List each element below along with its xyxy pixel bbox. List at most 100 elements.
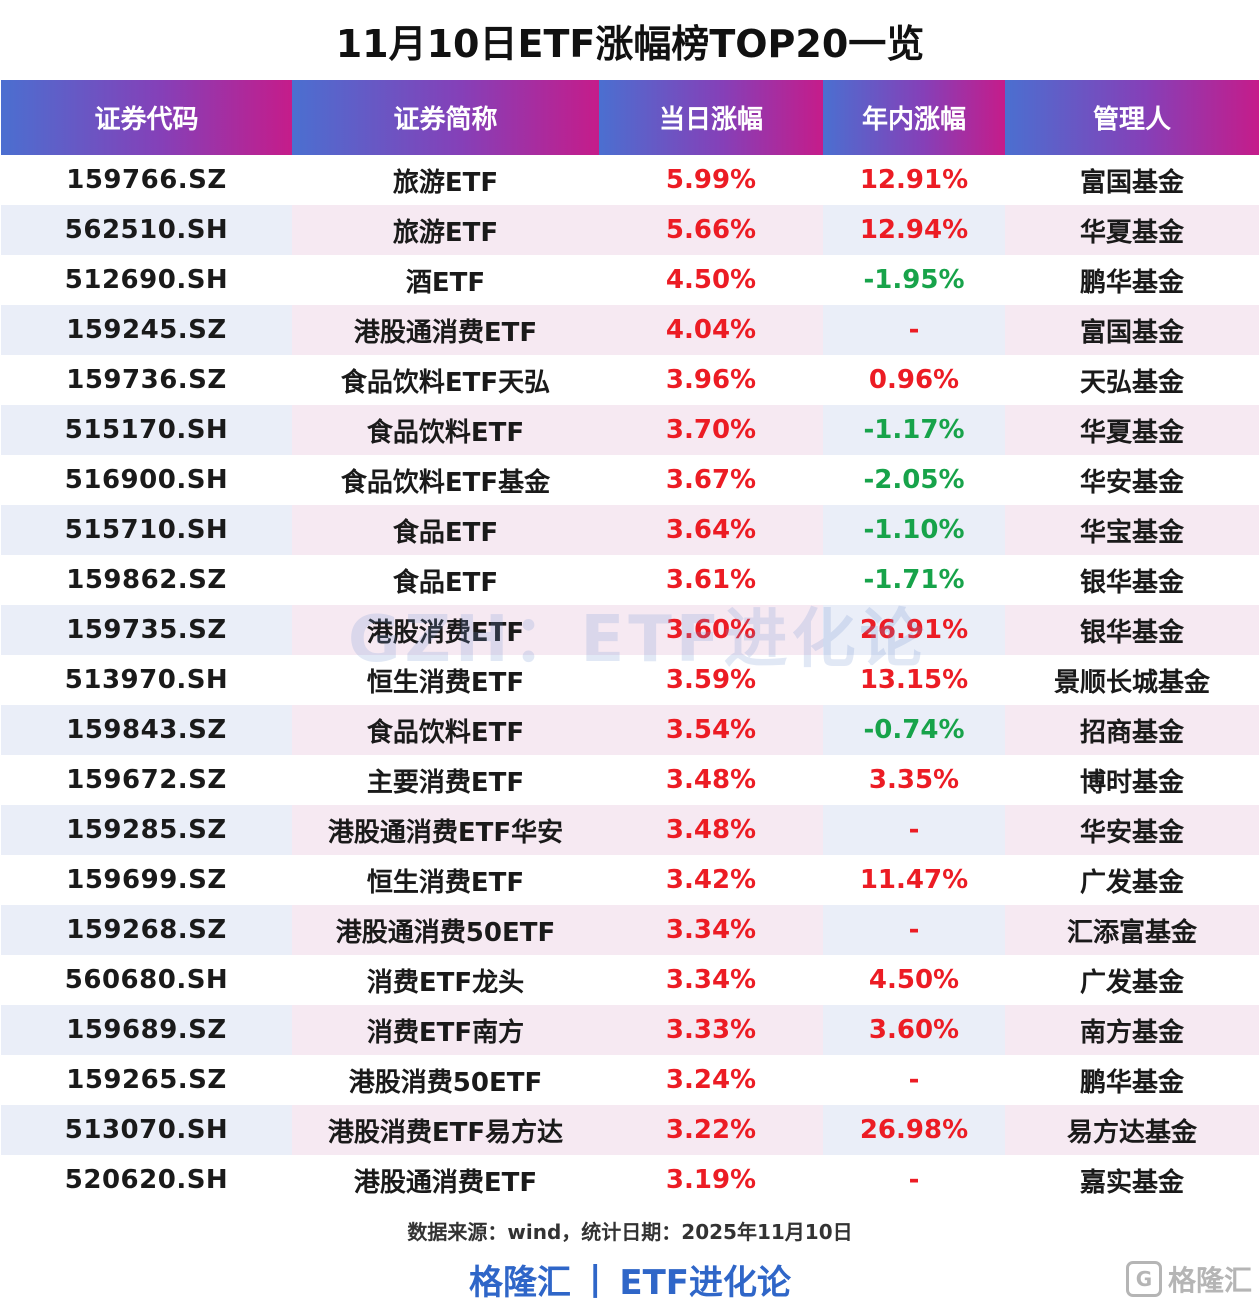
table-row: 159735.SZ 港股消费ETF 3.60% 26.91% 银华基金 <box>1 605 1259 655</box>
cell-manager: 富国基金 <box>1005 305 1259 355</box>
gelonghui-logo: G 格隆汇 <box>1125 1258 1252 1300</box>
cell-manager: 嘉实基金 <box>1079 1167 1184 1198</box>
cell-day-change: 3.19% <box>665 1165 757 1195</box>
cell-ytd-change: 13.15% <box>859 665 969 695</box>
cell-code: 515710.SH <box>1 505 292 555</box>
cell-day-change: 3.34% <box>665 965 757 995</box>
cell-name: 港股通消费ETF华安 <box>292 805 599 855</box>
cell-name: 港股通消费50ETF <box>292 905 599 955</box>
cell-name: 食品ETF <box>292 505 599 555</box>
cell-name: 主要消费ETF <box>366 767 525 798</box>
cell-manager: 鹏华基金 <box>1079 1067 1184 1098</box>
table-row: 562510.SH 旅游ETF 5.66% 12.94% 华夏基金 <box>1 205 1259 255</box>
cell-ytd-change: -0.74% <box>823 705 1005 755</box>
cell-day-change: 4.04% <box>599 305 823 355</box>
cell-ytd-change: -2.05% <box>863 465 965 495</box>
cell-ytd-change: 26.98% <box>823 1105 1005 1155</box>
page-title: 11月10日ETF涨幅榜TOP20一览 <box>335 21 925 66</box>
etf-ranking-table: 证券代码 证券简称 当日涨幅 年内涨幅 管理人 159766.SZ 旅游ETF 5.… <box>1 80 1259 1205</box>
cell-day-change: 3.61% <box>665 565 757 595</box>
table-row: 159245.SZ 港股通消费ETF 4.04% - 富国基金 <box>1 305 1259 355</box>
cell-code: 159689.SZ <box>1 1005 292 1055</box>
table-row: 159766.SZ 旅游ETF 5.99% 12.91% 富国基金 <box>1 155 1259 205</box>
cell-code: 159736.SZ <box>66 365 227 395</box>
cell-manager: 银华基金 <box>1005 605 1259 655</box>
cell-name: 恒生消费ETF <box>366 667 525 698</box>
cell-day-change: 3.33% <box>599 1005 823 1055</box>
table-row: 515170.SH 食品饮料ETF 3.70% -1.17% 华夏基金 <box>1 405 1259 455</box>
cell-name: 消费ETF南方 <box>292 1005 599 1055</box>
cell-code: 159862.SZ <box>66 565 227 595</box>
cell-ytd-change: - <box>823 805 1005 855</box>
cell-ytd-change: 3.35% <box>868 765 960 795</box>
brand-right: ETF进化论 <box>619 1262 792 1303</box>
cell-manager: 招商基金 <box>1005 705 1259 755</box>
header-name: 证券简称 <box>292 80 599 155</box>
cell-name: 旅游ETF <box>392 167 499 198</box>
logo-text: 格隆汇 <box>1167 1264 1252 1297</box>
table-row: 159736.SZ 食品饮料ETF天弘 3.96% 0.96% 天弘基金 <box>1 355 1259 405</box>
table-row: 159268.SZ 港股通消费50ETF 3.34% - 汇添富基金 <box>1 905 1259 955</box>
cell-day-change: 5.99% <box>665 165 757 195</box>
table-row: 560680.SH 消费ETF龙头 3.34% 4.50% 广发基金 <box>1 955 1259 1005</box>
table-row: 159862.SZ 食品ETF 3.61% -1.71% 银华基金 <box>1 555 1259 605</box>
table-row: 159672.SZ 主要消费ETF 3.48% 3.35% 博时基金 <box>1 755 1259 805</box>
table-header-row: 证券代码 证券简称 当日涨幅 年内涨幅 管理人 <box>1 80 1259 155</box>
cell-name: 食品饮料ETF天弘 <box>340 367 551 398</box>
cell-day-change: 3.22% <box>599 1105 823 1155</box>
cell-ytd-change: 12.91% <box>859 165 969 195</box>
cell-ytd-change: -1.95% <box>863 265 965 295</box>
cell-ytd-change: 26.91% <box>823 605 1005 655</box>
brand-left: 格隆汇 <box>468 1262 571 1303</box>
cell-code: 562510.SH <box>1 205 292 255</box>
cell-manager: 华安基金 <box>1005 805 1259 855</box>
cell-manager: 富国基金 <box>1079 167 1184 198</box>
cell-manager: 广发基金 <box>1079 867 1184 898</box>
cell-name: 港股通消费ETF <box>353 1167 538 1198</box>
cell-manager: 易方达基金 <box>1005 1105 1259 1155</box>
cell-name: 消费ETF龙头 <box>366 967 525 998</box>
cell-day-change: 4.50% <box>665 265 757 295</box>
cell-day-change: 5.66% <box>599 205 823 255</box>
cell-manager: 南方基金 <box>1005 1005 1259 1055</box>
cell-day-change: 3.96% <box>665 365 757 395</box>
cell-code: 159766.SZ <box>66 165 227 195</box>
cell-ytd-change: - <box>823 905 1005 955</box>
cell-name: 食品饮料ETF <box>292 405 599 455</box>
cell-day-change: 3.42% <box>665 865 757 895</box>
cell-day-change: 3.59% <box>665 665 757 695</box>
cell-code: 159735.SZ <box>1 605 292 655</box>
header-manager: 管理人 <box>1005 80 1259 155</box>
table-row: 520620.SH 港股通消费ETF 3.19% - 嘉实基金 <box>1 1155 1259 1205</box>
cell-day-change: 3.34% <box>599 905 823 955</box>
cell-code: 515170.SH <box>1 405 292 455</box>
cell-ytd-change: -1.71% <box>863 565 965 595</box>
cell-name: 港股消费ETF易方达 <box>292 1105 599 1155</box>
table-row: 159265.SZ 港股消费50ETF 3.24% - 鹏华基金 <box>1 1055 1259 1105</box>
cell-name: 食品饮料ETF基金 <box>340 467 551 498</box>
cell-day-change: 3.60% <box>599 605 823 655</box>
cell-code: 159843.SZ <box>1 705 292 755</box>
cell-code: 159268.SZ <box>1 905 292 955</box>
cell-manager: 景顺长城基金 <box>1053 667 1210 698</box>
brand-separator: | <box>588 1259 602 1299</box>
cell-code: 512690.SH <box>64 265 229 295</box>
table-row: 159843.SZ 食品饮料ETF 3.54% -0.74% 招商基金 <box>1 705 1259 755</box>
cell-manager: 博时基金 <box>1079 767 1184 798</box>
cell-code: 520620.SH <box>64 1165 229 1195</box>
cell-name: 食品ETF <box>392 567 499 598</box>
cell-ytd-change: - <box>908 1165 920 1195</box>
header-day-change: 当日涨幅 <box>599 80 823 155</box>
table-row: 159699.SZ 恒生消费ETF 3.42% 11.47% 广发基金 <box>1 855 1259 905</box>
table-row: 159285.SZ 港股通消费ETF华安 3.48% - 华安基金 <box>1 805 1259 855</box>
cell-manager: 汇添富基金 <box>1005 905 1259 955</box>
cell-ytd-change: -1.10% <box>823 505 1005 555</box>
table-row: 512690.SH 酒ETF 4.50% -1.95% 鹏华基金 <box>1 255 1259 305</box>
table-row: 513070.SH 港股消费ETF易方达 3.22% 26.98% 易方达基金 <box>1 1105 1259 1155</box>
table-row: 159689.SZ 消费ETF南方 3.33% 3.60% 南方基金 <box>1 1005 1259 1055</box>
cell-day-change: 3.48% <box>599 805 823 855</box>
cell-name: 恒生消费ETF <box>366 867 525 898</box>
cell-code: 159672.SZ <box>66 765 227 795</box>
cell-code: 513970.SH <box>64 665 229 695</box>
cell-day-change: 3.70% <box>599 405 823 455</box>
